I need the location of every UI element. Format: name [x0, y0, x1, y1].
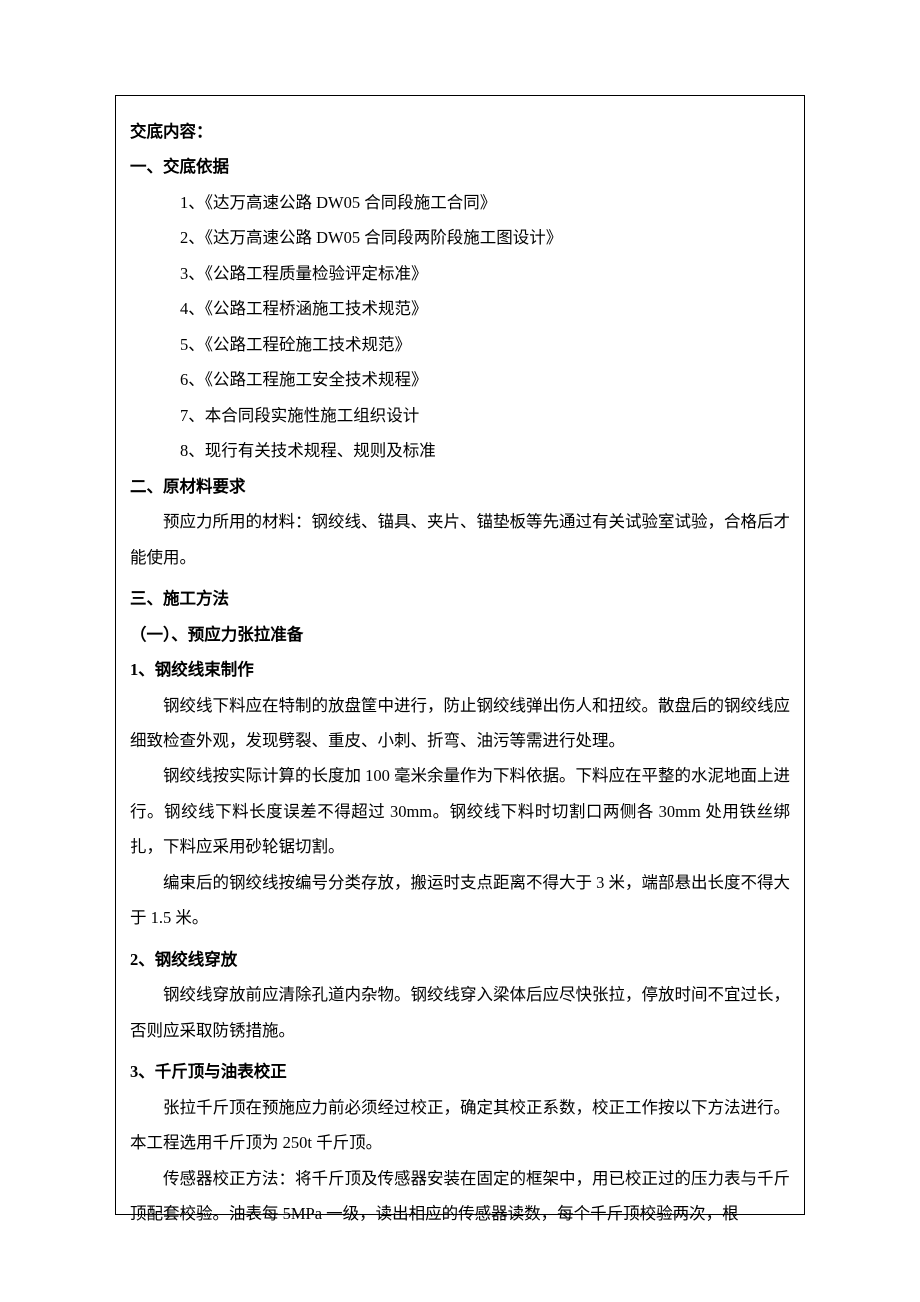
s3-p1-heading: 1、钢绞线束制作: [130, 652, 790, 687]
s1-item-6: 6、《公路工程施工安全技术规程》: [130, 362, 790, 397]
s1-item-5: 5、《公路工程砼施工技术规范》: [130, 327, 790, 362]
s1-item-4: 4、《公路工程桥涵施工技术规范》: [130, 291, 790, 326]
section-1-heading: 一、交底依据: [130, 149, 790, 184]
s3-p1-t1: 钢绞线下料应在特制的放盘筐中进行，防止钢绞线弹出伤人和扭绞。散盘后的钢绞线应细致…: [130, 688, 790, 759]
document-content: 交底内容： 一、交底依据 1、《达万高速公路 DW05 合同段施工合同》 2、《…: [130, 114, 790, 1232]
s3-p2-t1: 钢绞线穿放前应清除孔道内杂物。钢绞线穿入梁体后应尽快张拉，停放时间不宜过长，否则…: [130, 977, 790, 1048]
doc-title: 交底内容：: [130, 114, 790, 149]
s3-p1-t3: 编束后的钢绞线按编号分类存放，搬运时支点距离不得大于 3 米，端部悬出长度不得大…: [130, 865, 790, 936]
section-3-heading: 三、施工方法: [130, 581, 790, 616]
s3-p2-heading: 2、钢绞线穿放: [130, 942, 790, 977]
s3-p3-t2: 传感器校正方法：将千斤顶及传感器安装在固定的框架中，用已校正过的压力表与千斤顶配…: [130, 1161, 790, 1232]
s3-p3-heading: 3、千斤顶与油表校正: [130, 1054, 790, 1089]
s3-p1-t2: 钢绞线按实际计算的长度加 100 毫米余量作为下料依据。下料应在平整的水泥地面上…: [130, 758, 790, 864]
s2-paragraph-1: 预应力所用的材料：钢绞线、锚具、夹片、锚垫板等先通过有关试验室试验，合格后才能使…: [130, 504, 790, 575]
s3-sub1-heading: （一）、预应力张拉准备: [130, 617, 790, 652]
s1-item-2: 2、《达万高速公路 DW05 合同段两阶段施工图设计》: [130, 220, 790, 255]
s1-item-1: 1、《达万高速公路 DW05 合同段施工合同》: [130, 185, 790, 220]
document-border: 交底内容： 一、交底依据 1、《达万高速公路 DW05 合同段施工合同》 2、《…: [115, 95, 805, 1215]
s1-item-3: 3、《公路工程质量检验评定标准》: [130, 256, 790, 291]
s3-p3-t1: 张拉千斤顶在预施应力前必须经过校正，确定其校正系数，校正工作按以下方法进行。本工…: [130, 1090, 790, 1161]
s1-item-8: 8、现行有关技术规程、规则及标准: [130, 433, 790, 468]
section-2-heading: 二、原材料要求: [130, 469, 790, 504]
s1-item-7: 7、本合同段实施性施工组织设计: [130, 398, 790, 433]
